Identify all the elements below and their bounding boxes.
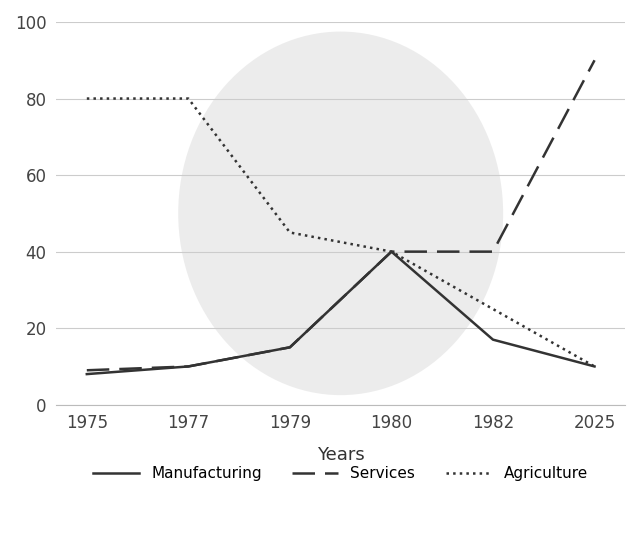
Ellipse shape [178,32,503,395]
Legend: Manufacturing, Services, Agriculture: Manufacturing, Services, Agriculture [93,466,588,481]
X-axis label: Years: Years [317,446,365,464]
